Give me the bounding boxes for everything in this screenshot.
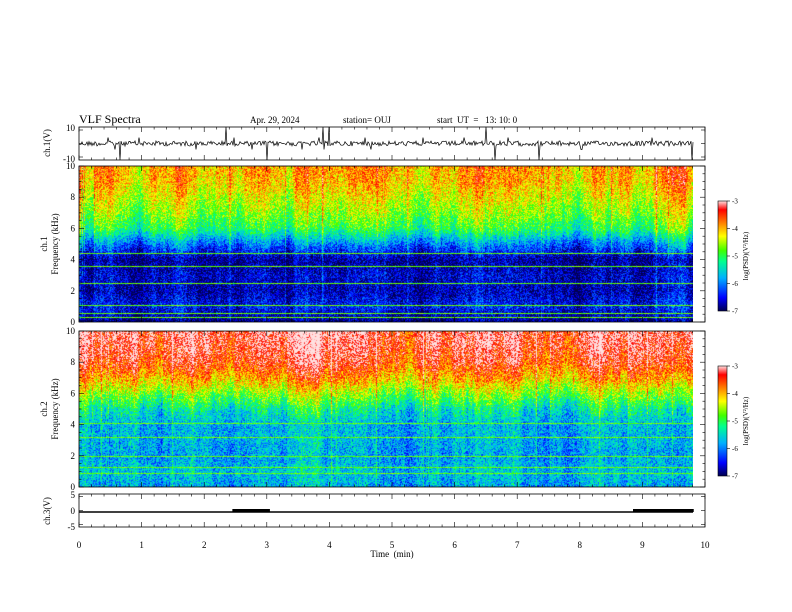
ch2-spectrogram-image	[79, 331, 693, 487]
y-tick-label: 4	[71, 255, 76, 265]
ch2-spectrogram-channel-label: ch.2	[39, 401, 49, 416]
ch1-spectrogram-panel: 0 2 4 6 8 10 ch.1 Frequency (kHz) -3 -4 -5 -6 -7 …	[39, 161, 750, 327]
ch1-waveform-ticks	[78, 127, 706, 160]
y-tick-label: 6	[71, 223, 76, 233]
ch1-spectrogram-image	[79, 166, 693, 322]
y-tick-label: 4	[71, 420, 76, 430]
y-tick-label: 6	[71, 388, 76, 398]
ch3-trace-panel: 5 0 -5 ch.3(V)	[42, 490, 706, 532]
colorbar-tick-label: -4	[732, 225, 738, 233]
ch3-high-intervals	[232, 509, 694, 512]
y-tick-label: 8	[71, 192, 76, 202]
x-tick-label: 7	[515, 540, 520, 550]
ch3-trace-ticks	[78, 494, 706, 527]
ch2-colorbar: -3 -4 -5 -6 -7 log(PSD)(V²/Hz)	[717, 363, 750, 481]
ch1-spectrogram-ticks	[78, 165, 706, 323]
ch3-high-segment	[232, 509, 270, 512]
y-tick-label: 10	[66, 326, 76, 336]
x-tick-label: 0	[77, 540, 82, 550]
x-axis-label: Time (min)	[370, 549, 413, 559]
x-tick-label: 4	[327, 540, 332, 550]
header-date: Apr. 29, 2024	[250, 115, 300, 125]
ch2-spectrogram-ticks	[78, 330, 706, 488]
ch1-colorbar-label: log(PSD)(V²/Hz)	[742, 231, 750, 280]
colorbar-tick-label: -4	[732, 390, 738, 398]
ch3-high-segment	[633, 509, 694, 512]
y-tick-label: 0	[71, 482, 76, 492]
colorbar-tick-label: -7	[732, 473, 738, 481]
x-axis-ticklabels: 0 1 2 3 4 5 6 7 8 9 10	[77, 540, 710, 550]
ch1-ytick-top: 10	[66, 123, 76, 133]
colorbar-tick-label: -5	[732, 418, 738, 426]
ch1-spectrogram-channel-label: ch.1	[39, 236, 49, 251]
x-tick-label: 8	[578, 540, 583, 550]
x-tick-label: 3	[265, 540, 270, 550]
y-tick-label: 8	[71, 357, 76, 367]
ch2-colorbar-label: log(PSD)(V²/Hz)	[742, 396, 750, 445]
y-tick-label: 0	[71, 317, 76, 327]
ch3-ytick-bottom: -5	[68, 522, 76, 532]
x-tick-label: 10	[701, 540, 711, 550]
ch3-trace-ylabel: ch.3(V)	[42, 497, 52, 525]
ch2-spectrogram-yticklabels: 0 2 4 6 8 10	[66, 326, 76, 492]
colorbar-tick-label: -6	[732, 445, 738, 453]
figure-title: VLF Spectra	[79, 112, 141, 126]
colorbar-tick-label: -7	[732, 308, 738, 316]
y-tick-label: 10	[66, 161, 76, 171]
ch2-spectrogram-panel: 0 2 4 6 8 10 ch.2 Frequency (kHz) -3 -4 -5 -6 -7 …	[39, 326, 750, 492]
ch1-waveform-ylabel: ch.1(V)	[42, 129, 52, 157]
ch1-spectrogram-ylabel: Frequency (kHz)	[50, 213, 60, 274]
ch1-waveform-line	[78, 126, 694, 161]
ch1-waveform-panel: 10 -10 ch.1(V)	[42, 123, 706, 164]
colorbar-tick-label: -3	[732, 363, 738, 371]
ch1-colorbar: -3 -4 -5 -6 -7 log(PSD)(V²/Hz)	[717, 198, 750, 316]
ch2-spectrogram-ylabel: Frequency (kHz)	[50, 378, 60, 439]
y-tick-label: 2	[71, 451, 76, 461]
ch1-ytick-bottom: -10	[63, 154, 75, 164]
ch3-ytick-top: 5	[71, 490, 76, 500]
colorbar-tick-label: -5	[732, 253, 738, 261]
x-tick-label: 9	[640, 540, 645, 550]
x-tick-label: 6	[452, 540, 457, 550]
header-station: station= OUJ	[343, 115, 391, 125]
colorbar-tick-label: -3	[732, 198, 738, 206]
colorbar-tick-label: -6	[732, 280, 738, 288]
y-tick-label: 2	[71, 286, 76, 296]
ch3-ytick-mid: 0	[71, 506, 76, 516]
x-tick-label: 2	[202, 540, 207, 550]
ch1-spectrogram-yticklabels: 0 2 4 6 8 10	[66, 161, 76, 327]
x-tick-label: 1	[139, 540, 144, 550]
x-tick-label: 5	[390, 540, 395, 550]
header-start-ut: start UT = 13: 10: 0	[437, 115, 518, 125]
